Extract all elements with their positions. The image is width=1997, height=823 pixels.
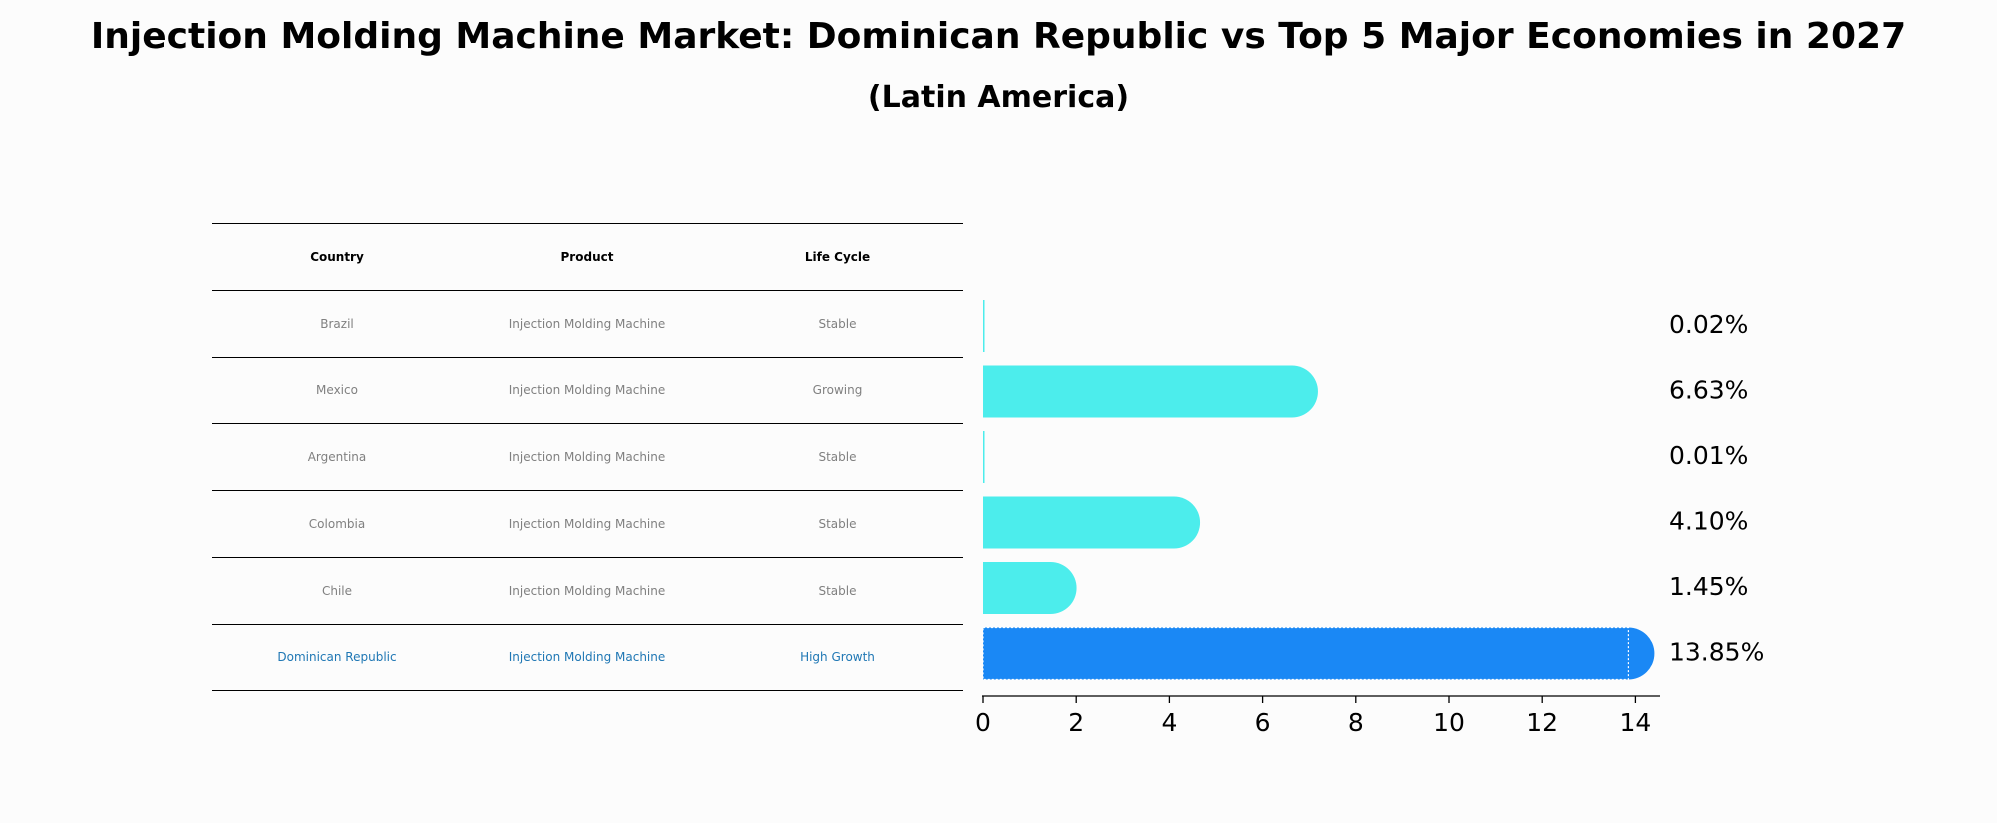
bar <box>983 300 985 352</box>
data-label: 0.02% <box>1669 310 1748 339</box>
life-cycle-cell: Stable <box>818 450 857 465</box>
data-label: 0.01% <box>1669 441 1748 470</box>
bar <box>983 627 1629 680</box>
life-cycle-cell: Stable <box>818 517 857 532</box>
header-country: Country <box>310 249 364 264</box>
chart-subtitle: (Latin America) <box>867 80 1130 115</box>
bar <box>983 365 1292 418</box>
x-tick-label: 14 <box>1619 708 1651 737</box>
country-cell: Chile <box>321 583 353 598</box>
table-header-row: Country Product Life Cycle <box>212 223 963 290</box>
country-cell: Dominican Republic <box>277 650 397 665</box>
bar-cap <box>1024 562 1077 614</box>
x-tick-label: 12 <box>1526 708 1558 737</box>
product-cell: Injection Molding Machine <box>508 650 666 665</box>
x-tick-label: 10 <box>1433 708 1465 737</box>
data-label: 6.63% <box>1669 376 1748 405</box>
x-tick-label: 0 <box>975 708 991 737</box>
table-row: Argentina Injection Molding Machine Stab… <box>212 423 963 490</box>
data-label: 1.45% <box>1669 572 1748 601</box>
life-cycle-cell: High Growth <box>800 650 875 665</box>
life-cycle-cell: Stable <box>818 583 857 598</box>
country-cell: Colombia <box>308 517 366 532</box>
bar-highlight-outline <box>982 626 1630 681</box>
product-cell: Injection Molding Machine <box>508 316 666 331</box>
header-product: Product <box>560 249 614 264</box>
bar-cap <box>1148 496 1201 549</box>
market-table: Country Product Life Cycle Brazil Inject… <box>212 223 963 691</box>
bar-cap <box>1265 365 1318 418</box>
product-cell: Injection Molding Machine <box>508 583 666 598</box>
bar <box>983 496 1175 549</box>
data-label: 13.85% <box>1669 638 1764 667</box>
country-cell: Mexico <box>316 383 358 398</box>
life-cycle-cell: Growing <box>812 383 863 398</box>
data-label: 4.10% <box>1669 507 1748 536</box>
x-tick-label: 2 <box>1068 708 1084 737</box>
table-row-highlighted: Dominican Republic Injection Molding Mac… <box>212 623 963 691</box>
table-row: Colombia Injection Molding Machine Stabl… <box>212 490 963 557</box>
product-cell: Injection Molding Machine <box>508 383 666 398</box>
header-life-cycle: Life Cycle <box>804 249 871 264</box>
table-row: Chile Injection Molding Machine Stable <box>212 556 963 624</box>
bar <box>983 431 985 483</box>
table-row: Brazil Injection Molding Machine Stable <box>212 289 963 357</box>
country-cell: Brazil <box>320 316 354 331</box>
x-tick-label: 8 <box>1348 708 1364 737</box>
x-tick-label: 4 <box>1161 708 1177 737</box>
product-cell: Injection Molding Machine <box>508 450 666 465</box>
chart-title: Injection Molding Machine Market: Domini… <box>90 16 1907 57</box>
x-tick-label: 6 <box>1255 708 1271 737</box>
country-cell: Argentina <box>307 450 367 465</box>
life-cycle-cell: Stable <box>818 316 857 331</box>
product-cell: Injection Molding Machine <box>508 517 666 532</box>
table-row: Mexico Injection Molding Machine Growing <box>212 356 963 424</box>
bar-cap <box>1602 627 1655 680</box>
